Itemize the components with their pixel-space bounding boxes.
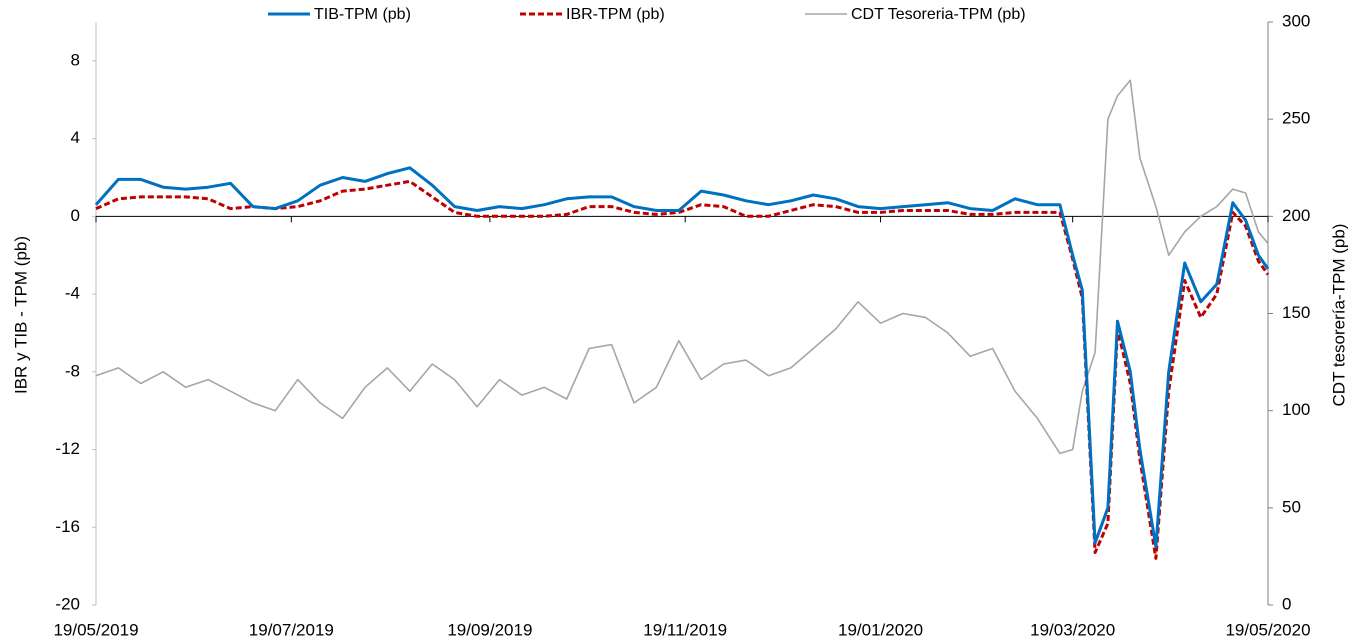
- x-tick-label: 19/01/2020: [838, 620, 923, 639]
- y-tick-label: -8: [65, 361, 80, 380]
- legend-label: IBR-TPM (pb): [566, 6, 665, 23]
- y2-tick-label: 200: [1282, 206, 1310, 225]
- y-axis-title: IBR y TIB - TPM (pb): [11, 236, 30, 394]
- series-line: [94, 166, 1270, 549]
- y2-tick-label: 50: [1282, 497, 1301, 516]
- y2-tick-label: 150: [1282, 303, 1310, 322]
- x-tick-label: 19/09/2019: [447, 620, 532, 639]
- y2-tick-label: 100: [1282, 400, 1310, 419]
- y-tick-label: -16: [55, 517, 80, 536]
- y2-tick-label: 250: [1282, 109, 1310, 128]
- y-tick-label: -20: [55, 594, 80, 613]
- x-tick-label: 19/05/2020: [1225, 620, 1310, 639]
- y-tick-label: 4: [71, 128, 80, 147]
- legend-label: TIB-TPM (pb): [314, 6, 411, 23]
- x-tick-label: 19/05/2019: [53, 620, 138, 639]
- x-tick-label: 19/03/2020: [1030, 620, 1115, 639]
- y2-tick-label: 0: [1282, 594, 1291, 613]
- series-line: [95, 179, 1270, 560]
- y2-axis-title: CDT tesorería-TPM (pb): [1329, 224, 1348, 407]
- legend-label: CDT Tesoreria-TPM (pb): [851, 6, 1026, 23]
- y-tick-label: 0: [71, 206, 80, 225]
- y-tick-label: -4: [65, 284, 80, 303]
- y-tick-label: -12: [55, 439, 80, 458]
- x-tick-label: 19/11/2019: [643, 620, 727, 639]
- y-tick-label: 8: [71, 50, 80, 69]
- series-line: [95, 79, 1269, 455]
- x-tick-label: 19/07/2019: [249, 620, 334, 639]
- y2-tick-label: 300: [1282, 11, 1310, 30]
